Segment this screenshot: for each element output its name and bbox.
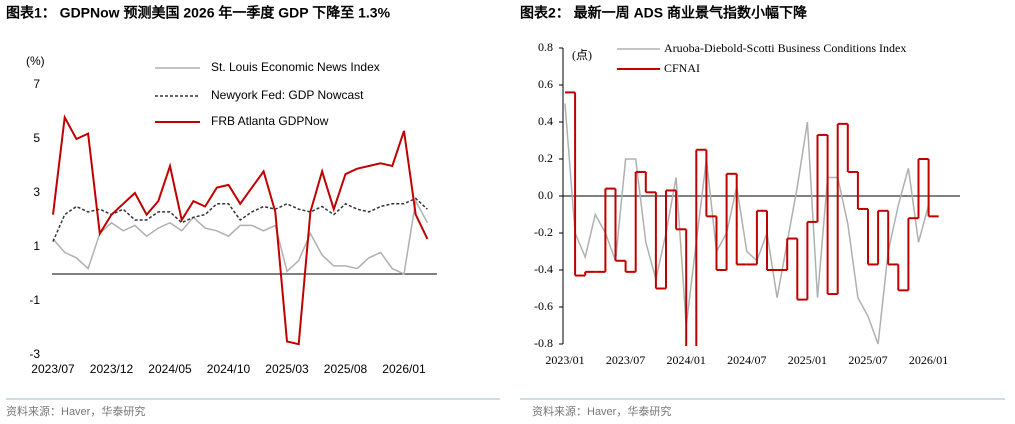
series-line: [564, 103, 930, 345]
y-tick-label: -3: [29, 347, 40, 361]
legend-label: FRB Atlanta GDPNow: [211, 114, 329, 128]
series-line: [52, 114, 429, 346]
y-axis-label: (%): [26, 54, 45, 68]
legend-label: CFNAI: [664, 61, 700, 75]
legend-label: Newyork Fed: GDP Nowcast: [211, 88, 364, 102]
x-tick-label: 2025/08: [324, 362, 368, 376]
y-tick-label: -1: [29, 293, 40, 307]
y-tick-label: -0.4: [534, 262, 553, 276]
y-tick-label: 0.6: [538, 77, 553, 91]
series-line: [52, 197, 428, 242]
chart-title: 图表2： 最新一周 ADS 商业景气指数小幅下降: [520, 5, 808, 21]
y-tick-label: 1: [33, 239, 40, 253]
legend-label: St. Louis Economic News Index: [211, 60, 380, 74]
y-tick-label: 0.8: [538, 40, 553, 54]
legend-label: Aruoba-Diebold-Scotti Business Condition…: [664, 41, 906, 55]
y-tick-label: -0.6: [534, 299, 553, 313]
x-tick-label: 2023/12: [90, 362, 134, 376]
x-tick-label: 2026/01: [382, 362, 426, 376]
chart-title: 图表1： GDPNow 预测美国 2026 年一季度 GDP 下降至 1.3%: [6, 5, 391, 21]
y-tick-label: 0.2: [538, 151, 553, 165]
x-tick-label: 2023/07: [606, 353, 645, 367]
y-tick-label: 5: [33, 131, 40, 145]
x-tick-label: 2026/01: [909, 353, 948, 367]
y-axis-label: (点): [572, 48, 592, 62]
source: 资料来源：Haver，华泰研究: [6, 404, 145, 418]
x-tick-label: 2023/01: [545, 353, 584, 367]
y-tick-label: 7: [33, 77, 40, 91]
source: 资料来源：Haver，华泰研究: [532, 404, 671, 418]
y-tick-label: 0.0: [538, 188, 553, 202]
x-tick-label: 2024/10: [207, 362, 251, 376]
x-tick-label: 2025/03: [265, 362, 309, 376]
y-tick-label: -0.8: [534, 336, 553, 350]
x-tick-label: 2024/05: [148, 362, 192, 376]
y-tick-label: 0.4: [538, 114, 553, 128]
x-tick-label: 2025/07: [848, 353, 887, 367]
series-line: [52, 198, 429, 276]
y-tick-label: -0.2: [534, 225, 553, 239]
x-tick-label: 2023/07: [31, 362, 75, 376]
x-tick-label: 2024/07: [727, 353, 766, 367]
y-tick-label: 3: [33, 185, 40, 199]
x-tick-label: 2025/01: [788, 353, 827, 367]
x-tick-label: 2024/01: [667, 353, 706, 367]
